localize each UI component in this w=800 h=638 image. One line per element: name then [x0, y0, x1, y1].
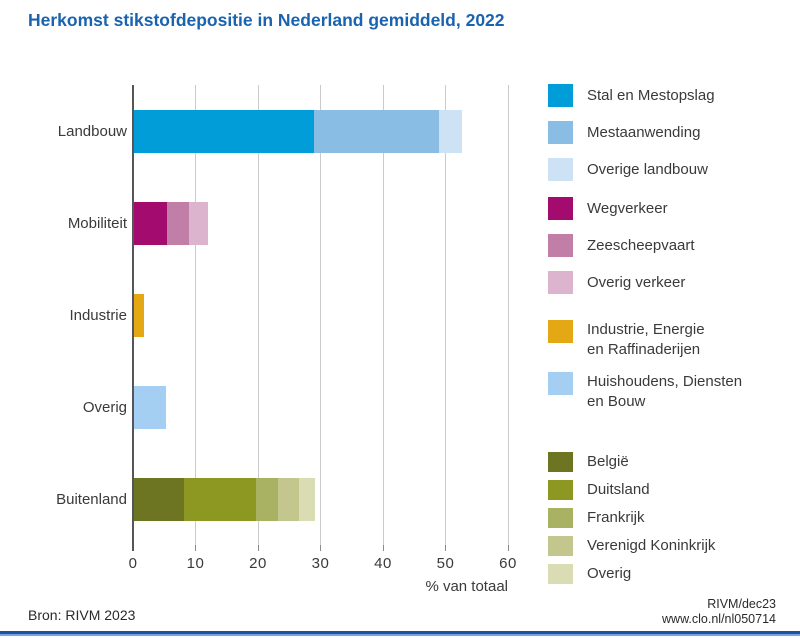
legend-group: Wegverkeer Zeescheepvaart Overig verkeer [548, 197, 793, 294]
legend-item: Verenigd Koninkrijk [548, 536, 793, 556]
legend-swatch [548, 508, 573, 528]
legend-item: Duitsland [548, 480, 793, 500]
x-tick [320, 545, 321, 551]
legend-swatch [548, 564, 573, 584]
legend-item: Wegverkeer [548, 197, 793, 220]
x-tick-label: 30 [311, 555, 330, 572]
x-tick-label: 0 [128, 555, 138, 572]
legend-group: Industrie, Energie en Raffinaderijen Huis… [548, 320, 793, 412]
legend-item: Mestaanwending [548, 121, 793, 144]
gridline [320, 85, 321, 545]
x-tick-label: 20 [249, 555, 267, 572]
legend-item: Huishoudens, Diensten en Bouw [548, 372, 793, 412]
legend-swatch [548, 234, 573, 257]
x-tick [195, 545, 196, 551]
gridline [382, 85, 384, 545]
footer-line-dark [0, 631, 800, 634]
category-label: Industrie [69, 306, 127, 324]
bar-segment [166, 201, 190, 245]
legend-item: Stal en Mestopslag [548, 84, 793, 107]
category-label: Overig [82, 398, 127, 416]
x-tick [257, 545, 259, 551]
legend-label: Huishoudens, Diensten en Bouw [587, 373, 743, 410]
bar-row [133, 385, 167, 429]
legend-group: België Duitsland Frankrijk Verenigd Koninkr… [548, 452, 793, 584]
legend-group: Stal en Mestopslag Mestaanwending Overige … [548, 84, 793, 181]
y-axis-line [132, 85, 134, 551]
legend: Stal en Mestopslag Mestaanwending Overige … [548, 84, 793, 592]
legend-swatch [548, 480, 573, 500]
category-label: Landbouw [57, 122, 127, 140]
bar-segment [133, 109, 315, 153]
bar-segment [133, 477, 185, 521]
legend-label: Wegverkeer [587, 200, 668, 217]
bar-segment [133, 293, 145, 337]
bar-segment [256, 477, 278, 521]
legend-swatch [548, 158, 573, 181]
gridline [257, 85, 259, 545]
bar-segment [189, 201, 208, 245]
x-tick-label: 10 [186, 555, 205, 572]
bar-segment [133, 385, 167, 429]
legend-swatch [548, 536, 573, 556]
x-tick [382, 545, 384, 551]
x-axis-label: % van totaal [425, 578, 508, 595]
bar-row [133, 293, 145, 337]
gridline [507, 85, 509, 545]
gridline [445, 85, 446, 545]
legend-swatch [548, 271, 573, 294]
category-label: Mobiliteit [67, 214, 127, 232]
legend-item: Overig verkeer [548, 271, 793, 294]
legend-label: Frankrijk [587, 509, 645, 526]
bar-row [133, 477, 315, 521]
legend-label: Overig verkeer [587, 274, 686, 291]
legend-label: Overig [587, 565, 632, 582]
x-tick [507, 545, 509, 551]
legend-swatch [548, 84, 573, 107]
legend-item: Overig [548, 564, 793, 584]
legend-label: Mestaanwending [587, 124, 701, 141]
x-tick-label: 40 [374, 555, 392, 572]
gridline [195, 85, 196, 545]
bar-segment [133, 201, 167, 245]
legend-label: België [587, 453, 629, 470]
legend-item: Zeescheepvaart [548, 234, 793, 257]
bar-segment [439, 109, 463, 153]
legend-item: België [548, 452, 793, 472]
legend-swatch [548, 372, 573, 395]
bar-segment [314, 109, 440, 153]
legend-item: Frankrijk [548, 508, 793, 528]
legend-item: Industrie, Energie en Raffinaderijen [548, 320, 793, 360]
chart-title: Herkomst stikstofdepositie in Nederland … [28, 10, 505, 30]
category-label: Buitenland [56, 490, 127, 508]
credit-line-1: RIVM/dec23 [707, 597, 776, 611]
legend-item: Overige landbouw [548, 158, 793, 181]
legend-swatch [548, 197, 573, 220]
source-note: Bron: RIVM 2023 [28, 607, 136, 623]
legend-label: Industrie, Energie en Raffinaderijen [587, 321, 705, 358]
bar-segment [184, 477, 257, 521]
bar-row [133, 201, 208, 245]
footer-line-light [0, 634, 800, 636]
x-tick [445, 545, 446, 551]
legend-label: Overige landbouw [587, 161, 708, 178]
bar-segment [278, 477, 300, 521]
credits: RIVM/dec23 www.clo.nl/nl050714 [662, 597, 776, 627]
x-tick-label: 60 [499, 555, 517, 572]
bar-segment [299, 477, 315, 521]
legend-label: Verenigd Koninkrijk [587, 537, 716, 554]
footer-stripe [0, 631, 800, 636]
bar-row [133, 109, 463, 153]
x-tick-label: 50 [436, 555, 455, 572]
legend-swatch [548, 320, 573, 343]
legend-swatch [548, 452, 573, 472]
legend-swatch [548, 121, 573, 144]
legend-label: Duitsland [587, 481, 650, 498]
credit-line-2: www.clo.nl/nl050714 [662, 612, 776, 626]
legend-label: Zeescheepvaart [587, 237, 695, 254]
legend-label: Stal en Mestopslag [587, 87, 715, 104]
